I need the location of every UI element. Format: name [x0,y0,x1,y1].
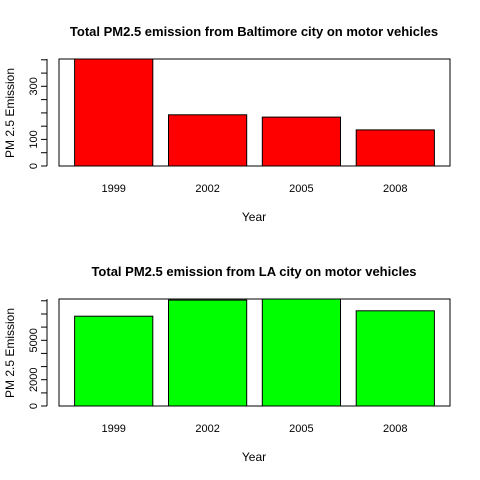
y-tick-label: 0 [28,163,40,169]
x-tick-label: 1999 [101,423,125,435]
bar [168,114,248,167]
x-tick-label: 2005 [289,423,313,435]
y-axis-label: PM 2.5 Emission [3,68,17,158]
y-tick-label: 2000 [28,367,40,391]
chart-title: Total PM2.5 emission from LA city on mot… [91,264,416,279]
plot-frame [58,58,451,167]
plot-frame [58,298,451,407]
bar [261,298,341,407]
bar [355,129,435,167]
bar [168,299,248,407]
x-axis-label: Year [242,450,266,464]
bar [261,116,341,167]
y-tick-label: 5000 [28,328,40,352]
x-tick-label: 1999 [101,183,125,195]
la-chart: Total PM2.5 emission from LA city on mot… [3,264,451,464]
chart-title: Total PM2.5 emission from Baltimore city… [70,24,438,39]
y-tick-label: 0 [28,403,40,409]
x-tick-label: 2008 [383,183,407,195]
bar [74,315,154,407]
bar [355,310,435,407]
x-tick-label: 2002 [195,183,219,195]
bar [74,58,154,167]
y-tick-label: 100 [28,130,40,148]
baltimore-chart: Total PM2.5 emission from Baltimore city… [3,24,451,224]
x-axis-label: Year [242,210,266,224]
y-tick-label: 300 [28,77,40,95]
y-axis-label: PM 2.5 Emission [3,308,17,398]
x-tick-label: 2002 [195,423,219,435]
x-tick-label: 2008 [383,423,407,435]
x-tick-label: 2005 [289,183,313,195]
